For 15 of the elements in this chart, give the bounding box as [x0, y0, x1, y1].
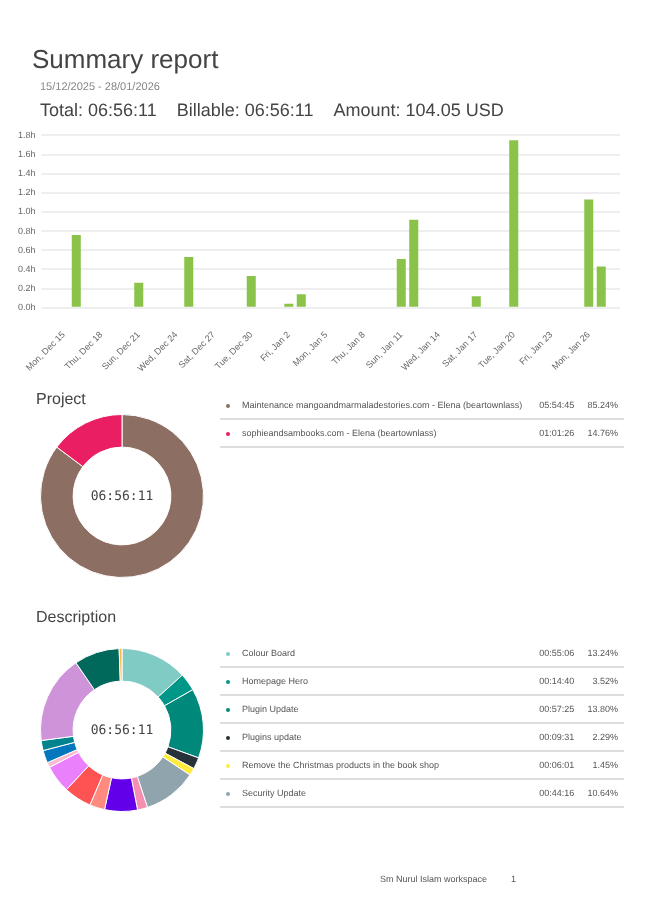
chart-title: Project: [36, 390, 86, 408]
text: Amount: 104.05 USD: [333, 100, 504, 120]
bar: [71, 234, 81, 307]
bar: [296, 294, 306, 307]
bar: [246, 276, 256, 307]
bar: [596, 266, 606, 307]
text: Total: 06:56:11: [40, 100, 157, 120]
bar: [509, 140, 519, 307]
bar: [134, 282, 144, 307]
bar: [471, 296, 481, 307]
bar: [584, 199, 594, 307]
chart-title: Summary report: [32, 44, 219, 74]
text: Billable: 06:56:11: [176, 100, 314, 120]
chart-title: Description: [36, 608, 117, 626]
bar: [184, 256, 194, 307]
